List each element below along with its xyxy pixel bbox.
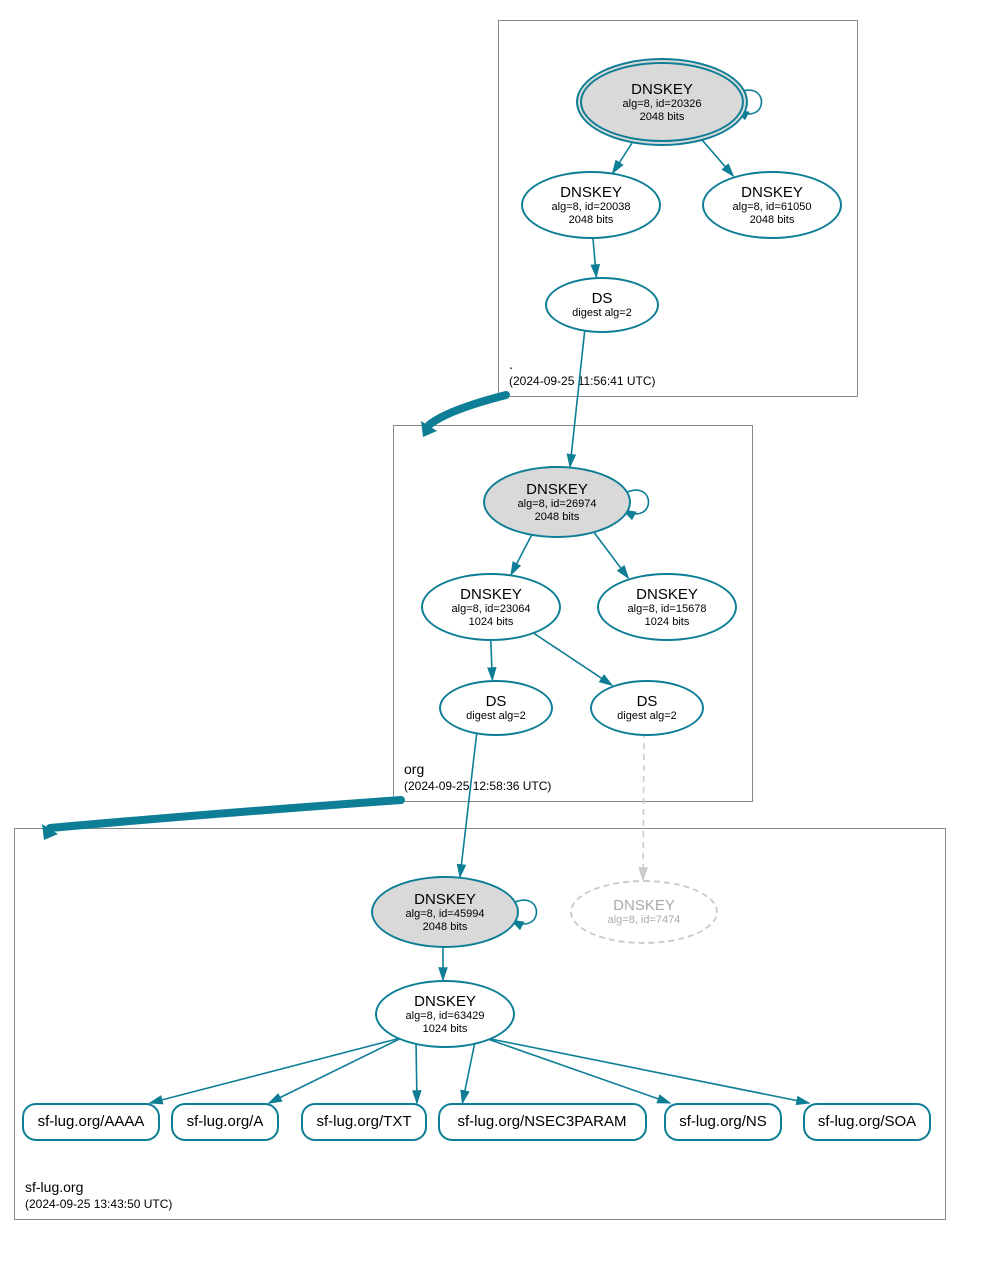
node-rr-nsec: sf-lug.org/NSEC3PARAM [438, 1103, 647, 1141]
zone-sflug-name: sf-lug.org [25, 1179, 83, 1195]
node-title: sf-lug.org/TXT [316, 1113, 411, 1130]
node-sub: digest alg=2 [572, 307, 632, 320]
node-root-zsk1: DNSKEYalg=8, id=200382048 bits [521, 171, 661, 239]
node-sub: digest alg=2 [617, 710, 677, 723]
node-title: DNSKEY [613, 897, 675, 914]
node-rr-aaaa: sf-lug.org/AAAA [22, 1103, 160, 1141]
node-org-zsk2: DNSKEYalg=8, id=156781024 bits [597, 573, 737, 641]
node-sflug-zsk: DNSKEYalg=8, id=634291024 bits [375, 980, 515, 1048]
node-title: DS [592, 290, 613, 307]
node-sub: alg=8, id=61050 [733, 201, 812, 214]
node-title: sf-lug.org/A [187, 1113, 264, 1130]
node-sflug-ghost: DNSKEYalg=8, id=7474 [570, 880, 718, 944]
node-title: DNSKEY [636, 586, 698, 603]
zone-root-label: . (2024-09-25 11:56:41 UTC) [509, 356, 656, 388]
zone-link-edge [429, 395, 506, 425]
node-title: DNSKEY [741, 184, 803, 201]
node-rr-a: sf-lug.org/A [171, 1103, 279, 1141]
node-title: DS [637, 693, 658, 710]
zone-org-label: org (2024-09-25 12:58:36 UTC) [404, 761, 551, 793]
node-sub: 2048 bits [750, 214, 795, 227]
node-sub: alg=8, id=20326 [623, 98, 702, 111]
zone-org-timestamp: (2024-09-25 12:58:36 UTC) [404, 779, 551, 793]
zone-sflug-label: sf-lug.org (2024-09-25 13:43:50 UTC) [25, 1179, 172, 1211]
node-rr-txt: sf-lug.org/TXT [301, 1103, 427, 1141]
node-title: DNSKEY [460, 586, 522, 603]
zone-sflug-timestamp: (2024-09-25 13:43:50 UTC) [25, 1197, 172, 1211]
node-org-ds2: DSdigest alg=2 [590, 680, 704, 736]
node-rr-ns: sf-lug.org/NS [664, 1103, 782, 1141]
node-sub: 2048 bits [640, 111, 685, 124]
node-sub: 1024 bits [423, 1023, 468, 1036]
node-sub: alg=8, id=63429 [406, 1010, 485, 1023]
node-title: sf-lug.org/NSEC3PARAM [458, 1113, 627, 1130]
node-root-ds: DSdigest alg=2 [545, 277, 659, 333]
node-sub: alg=8, id=15678 [628, 603, 707, 616]
node-sub: alg=8, id=45994 [406, 908, 485, 921]
node-sub: 2048 bits [535, 511, 580, 524]
node-title: DNSKEY [560, 184, 622, 201]
node-title: DS [486, 693, 507, 710]
node-sflug-ksk: DNSKEYalg=8, id=459942048 bits [371, 876, 519, 948]
node-sub: 1024 bits [469, 616, 514, 629]
zone-link-edge [50, 800, 401, 828]
node-title: sf-lug.org/NS [679, 1113, 767, 1130]
node-sub: alg=8, id=23064 [452, 603, 531, 616]
node-sub: 2048 bits [423, 921, 468, 934]
node-sub: alg=8, id=7474 [608, 914, 681, 927]
node-org-zsk1: DNSKEYalg=8, id=230641024 bits [421, 573, 561, 641]
node-sub: alg=8, id=26974 [518, 498, 597, 511]
node-title: DNSKEY [414, 891, 476, 908]
node-title: DNSKEY [631, 81, 693, 98]
node-title: sf-lug.org/SOA [818, 1113, 916, 1130]
zone-root-name: . [509, 356, 513, 372]
node-title: DNSKEY [526, 481, 588, 498]
node-rr-soa: sf-lug.org/SOA [803, 1103, 931, 1141]
zone-org-name: org [404, 761, 424, 777]
node-root-zsk2: DNSKEYalg=8, id=610502048 bits [702, 171, 842, 239]
node-sub: digest alg=2 [466, 710, 526, 723]
node-sub: 1024 bits [645, 616, 690, 629]
node-org-ds1: DSdigest alg=2 [439, 680, 553, 736]
node-org-ksk: DNSKEYalg=8, id=269742048 bits [483, 466, 631, 538]
node-sub: alg=8, id=20038 [552, 201, 631, 214]
zone-root-timestamp: (2024-09-25 11:56:41 UTC) [509, 374, 656, 388]
node-sub: 2048 bits [569, 214, 614, 227]
node-title: sf-lug.org/AAAA [38, 1113, 145, 1130]
node-title: DNSKEY [414, 993, 476, 1010]
node-root-ksk: DNSKEYalg=8, id=203262048 bits [580, 62, 744, 142]
